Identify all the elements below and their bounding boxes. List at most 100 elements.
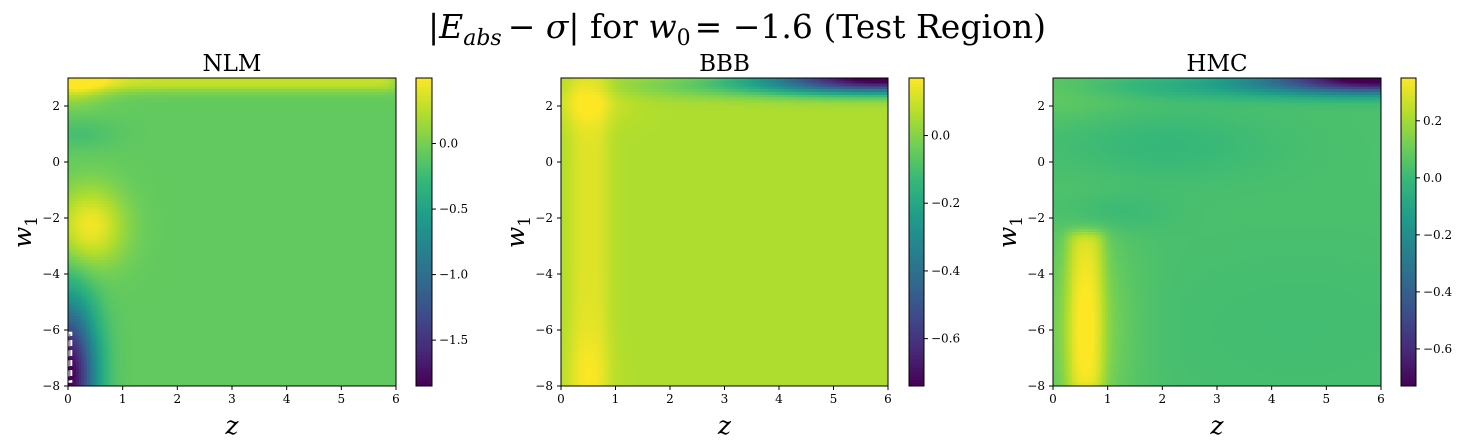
heatmap-cell	[123, 89, 126, 92]
heatmap-cell	[202, 95, 205, 98]
heatmap-cell	[309, 123, 312, 126]
heatmap-cell	[134, 142, 137, 145]
heatmap-cell	[278, 103, 281, 106]
heatmap-cell	[109, 109, 112, 112]
heatmap-cell	[248, 126, 251, 129]
heatmap-cell	[155, 81, 158, 84]
heatmap-cell	[73, 131, 76, 134]
heatmap-cell	[366, 120, 369, 123]
heatmap-cell	[311, 98, 314, 101]
heatmap-cell	[377, 117, 380, 120]
heatmap-cell	[164, 84, 167, 87]
heatmap-cell	[128, 109, 131, 112]
heatmap-cell	[125, 131, 128, 134]
heatmap-cell	[229, 142, 232, 145]
heatmap-cell	[188, 120, 191, 123]
heatmap-cell	[164, 112, 167, 115]
heatmap-cell	[309, 100, 312, 103]
heatmap-cell	[281, 131, 284, 134]
heatmap-cell	[278, 120, 281, 123]
heatmap-cell	[117, 117, 120, 120]
heatmap-cell	[278, 106, 281, 109]
heatmap-cell	[87, 114, 90, 117]
heatmap-cell	[216, 142, 219, 145]
heatmap-cell	[112, 109, 115, 112]
heatmap-cell	[73, 140, 76, 143]
heatmap-cell	[284, 142, 287, 145]
heatmap-cell	[363, 120, 366, 123]
heatmap-cell	[131, 98, 134, 101]
heatmap-cell	[101, 89, 104, 92]
heatmap-cell	[240, 117, 243, 120]
heatmap-cell	[145, 131, 148, 134]
heatmap-cell	[306, 120, 309, 123]
heatmap-cell	[259, 106, 262, 109]
heatmap-cell	[377, 109, 380, 112]
heatmap-cell	[196, 103, 199, 106]
heatmap-cell	[139, 134, 142, 137]
heatmap-cell	[161, 112, 164, 115]
heatmap-cell	[306, 100, 309, 103]
heatmap-cell	[199, 123, 202, 126]
heatmap-cell	[196, 140, 199, 143]
heatmap-cell	[166, 112, 169, 115]
heatmap-cell	[322, 134, 325, 137]
heatmap-cell	[281, 100, 284, 103]
heatmap-cell	[270, 95, 273, 98]
heatmap-cell	[224, 89, 227, 92]
heatmap-cell	[295, 140, 298, 143]
heatmap-cell	[328, 84, 331, 87]
heatmap-cell	[199, 134, 202, 137]
heatmap-cell	[380, 95, 383, 98]
heatmap-cell	[172, 123, 175, 126]
heatmap-cell	[95, 140, 98, 143]
heatmap-cell	[284, 112, 287, 115]
heatmap-cell	[139, 137, 142, 140]
heatmap-cell	[388, 89, 391, 92]
heatmap-cell	[104, 126, 107, 129]
heatmap-cell	[153, 120, 156, 123]
heatmap-cell	[254, 100, 257, 103]
heatmap-cell	[224, 81, 227, 84]
heatmap-cell	[117, 112, 120, 115]
heatmap-cell	[298, 86, 301, 89]
heatmap-cell	[82, 98, 85, 101]
heatmap-cell	[360, 92, 363, 95]
heatmap-cell	[287, 128, 290, 131]
heatmap-cell	[150, 109, 153, 112]
heatmap-cell	[221, 95, 224, 98]
panels: NLM0 1 2 3 4 5 6−8−6−4−202zw1−1.5−1.0−0.50.0BB…	[8, 51, 1453, 440]
heatmap-cell	[199, 92, 202, 95]
heatmap-cell	[391, 106, 394, 109]
heatmap-cell	[314, 123, 317, 126]
heatmap-cell	[347, 89, 350, 92]
heatmap-cell	[333, 120, 336, 123]
heatmap-cell	[369, 86, 372, 89]
heatmap-cell	[292, 134, 295, 137]
heatmap-cell	[177, 109, 180, 112]
heatmap-cell	[388, 120, 391, 123]
heatmap-cell	[380, 92, 383, 95]
heatmap-cell	[120, 137, 123, 140]
heatmap-cell	[224, 92, 227, 95]
heatmap-cell	[341, 140, 344, 143]
heatmap-cell	[166, 109, 169, 112]
heatmap-cell	[333, 117, 336, 120]
heatmap-cell	[311, 123, 314, 126]
heatmap-cell	[229, 86, 232, 89]
heatmap-cell	[71, 142, 74, 145]
heatmap-cell	[391, 100, 394, 103]
heatmap-cell	[284, 95, 287, 98]
heatmap-cell	[330, 131, 333, 134]
heatmap-cell	[371, 89, 374, 92]
heatmap-cell	[235, 123, 238, 126]
heatmap-cell	[172, 134, 175, 137]
heatmap-cell	[360, 126, 363, 129]
heatmap-cell	[339, 131, 342, 134]
heatmap-cell	[336, 137, 339, 140]
heatmap-cell	[328, 98, 331, 101]
heatmap-cell	[352, 109, 355, 112]
heatmap-cell	[183, 112, 186, 115]
heatmap-cell	[213, 117, 216, 120]
heatmap-cell	[341, 81, 344, 84]
